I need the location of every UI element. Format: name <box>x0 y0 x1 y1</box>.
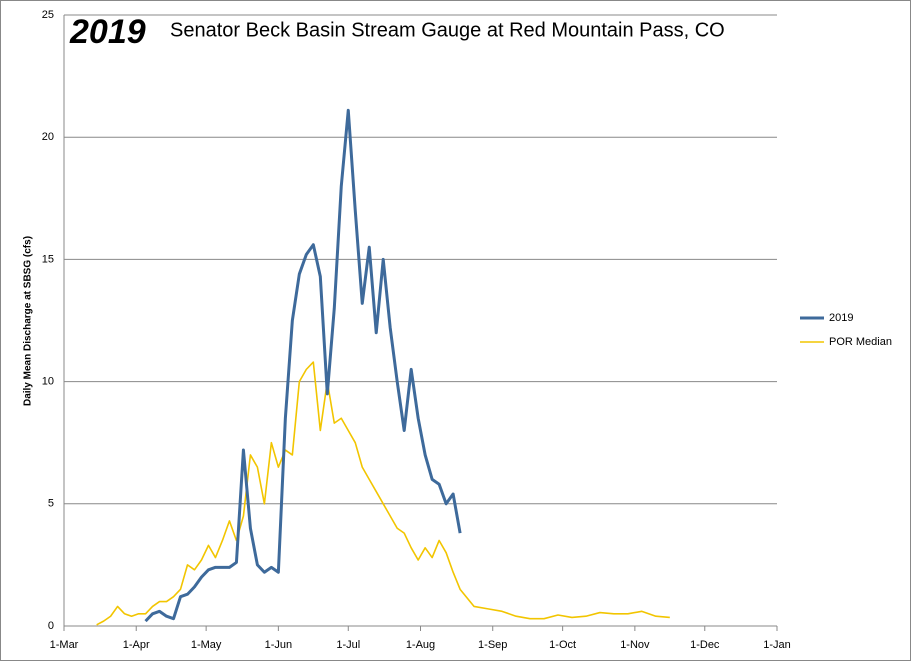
chart-title: Senator Beck Basin Stream Gauge at Red M… <box>170 19 725 41</box>
y-tick-label: 25 <box>42 9 54 21</box>
y-axis-label: Daily Mean Discharge at SBSG (cfs) <box>23 236 34 406</box>
x-tick-label: 1-Oct <box>549 639 576 651</box>
y-tick-label: 15 <box>42 253 54 265</box>
x-tick-label: 1-Dec <box>690 639 720 651</box>
x-tick-label: 1-Apr <box>123 639 150 651</box>
y-tick-label: 20 <box>42 131 54 143</box>
x-tick-label: 1-Nov <box>620 639 650 651</box>
legend-label: 2019 <box>829 312 853 324</box>
x-tick-label: 1-May <box>191 639 222 651</box>
x-tick-label: 1-Jan <box>763 639 791 651</box>
x-tick-label: 1-Sep <box>478 639 507 651</box>
x-tick-label: 1-Mar <box>50 639 79 651</box>
series-line <box>144 108 462 623</box>
x-tick-label: 1-Jul <box>336 639 360 651</box>
x-tick-label: 1-Aug <box>406 639 435 651</box>
x-tick-label: 1-Jun <box>265 639 293 651</box>
y-tick-label: 5 <box>48 498 54 510</box>
legend-label: POR Median <box>829 336 892 348</box>
y-tick-label: 10 <box>42 376 54 388</box>
year-label: 2019 <box>69 13 146 51</box>
y-tick-label: 0 <box>48 620 54 632</box>
series-line <box>96 361 670 626</box>
